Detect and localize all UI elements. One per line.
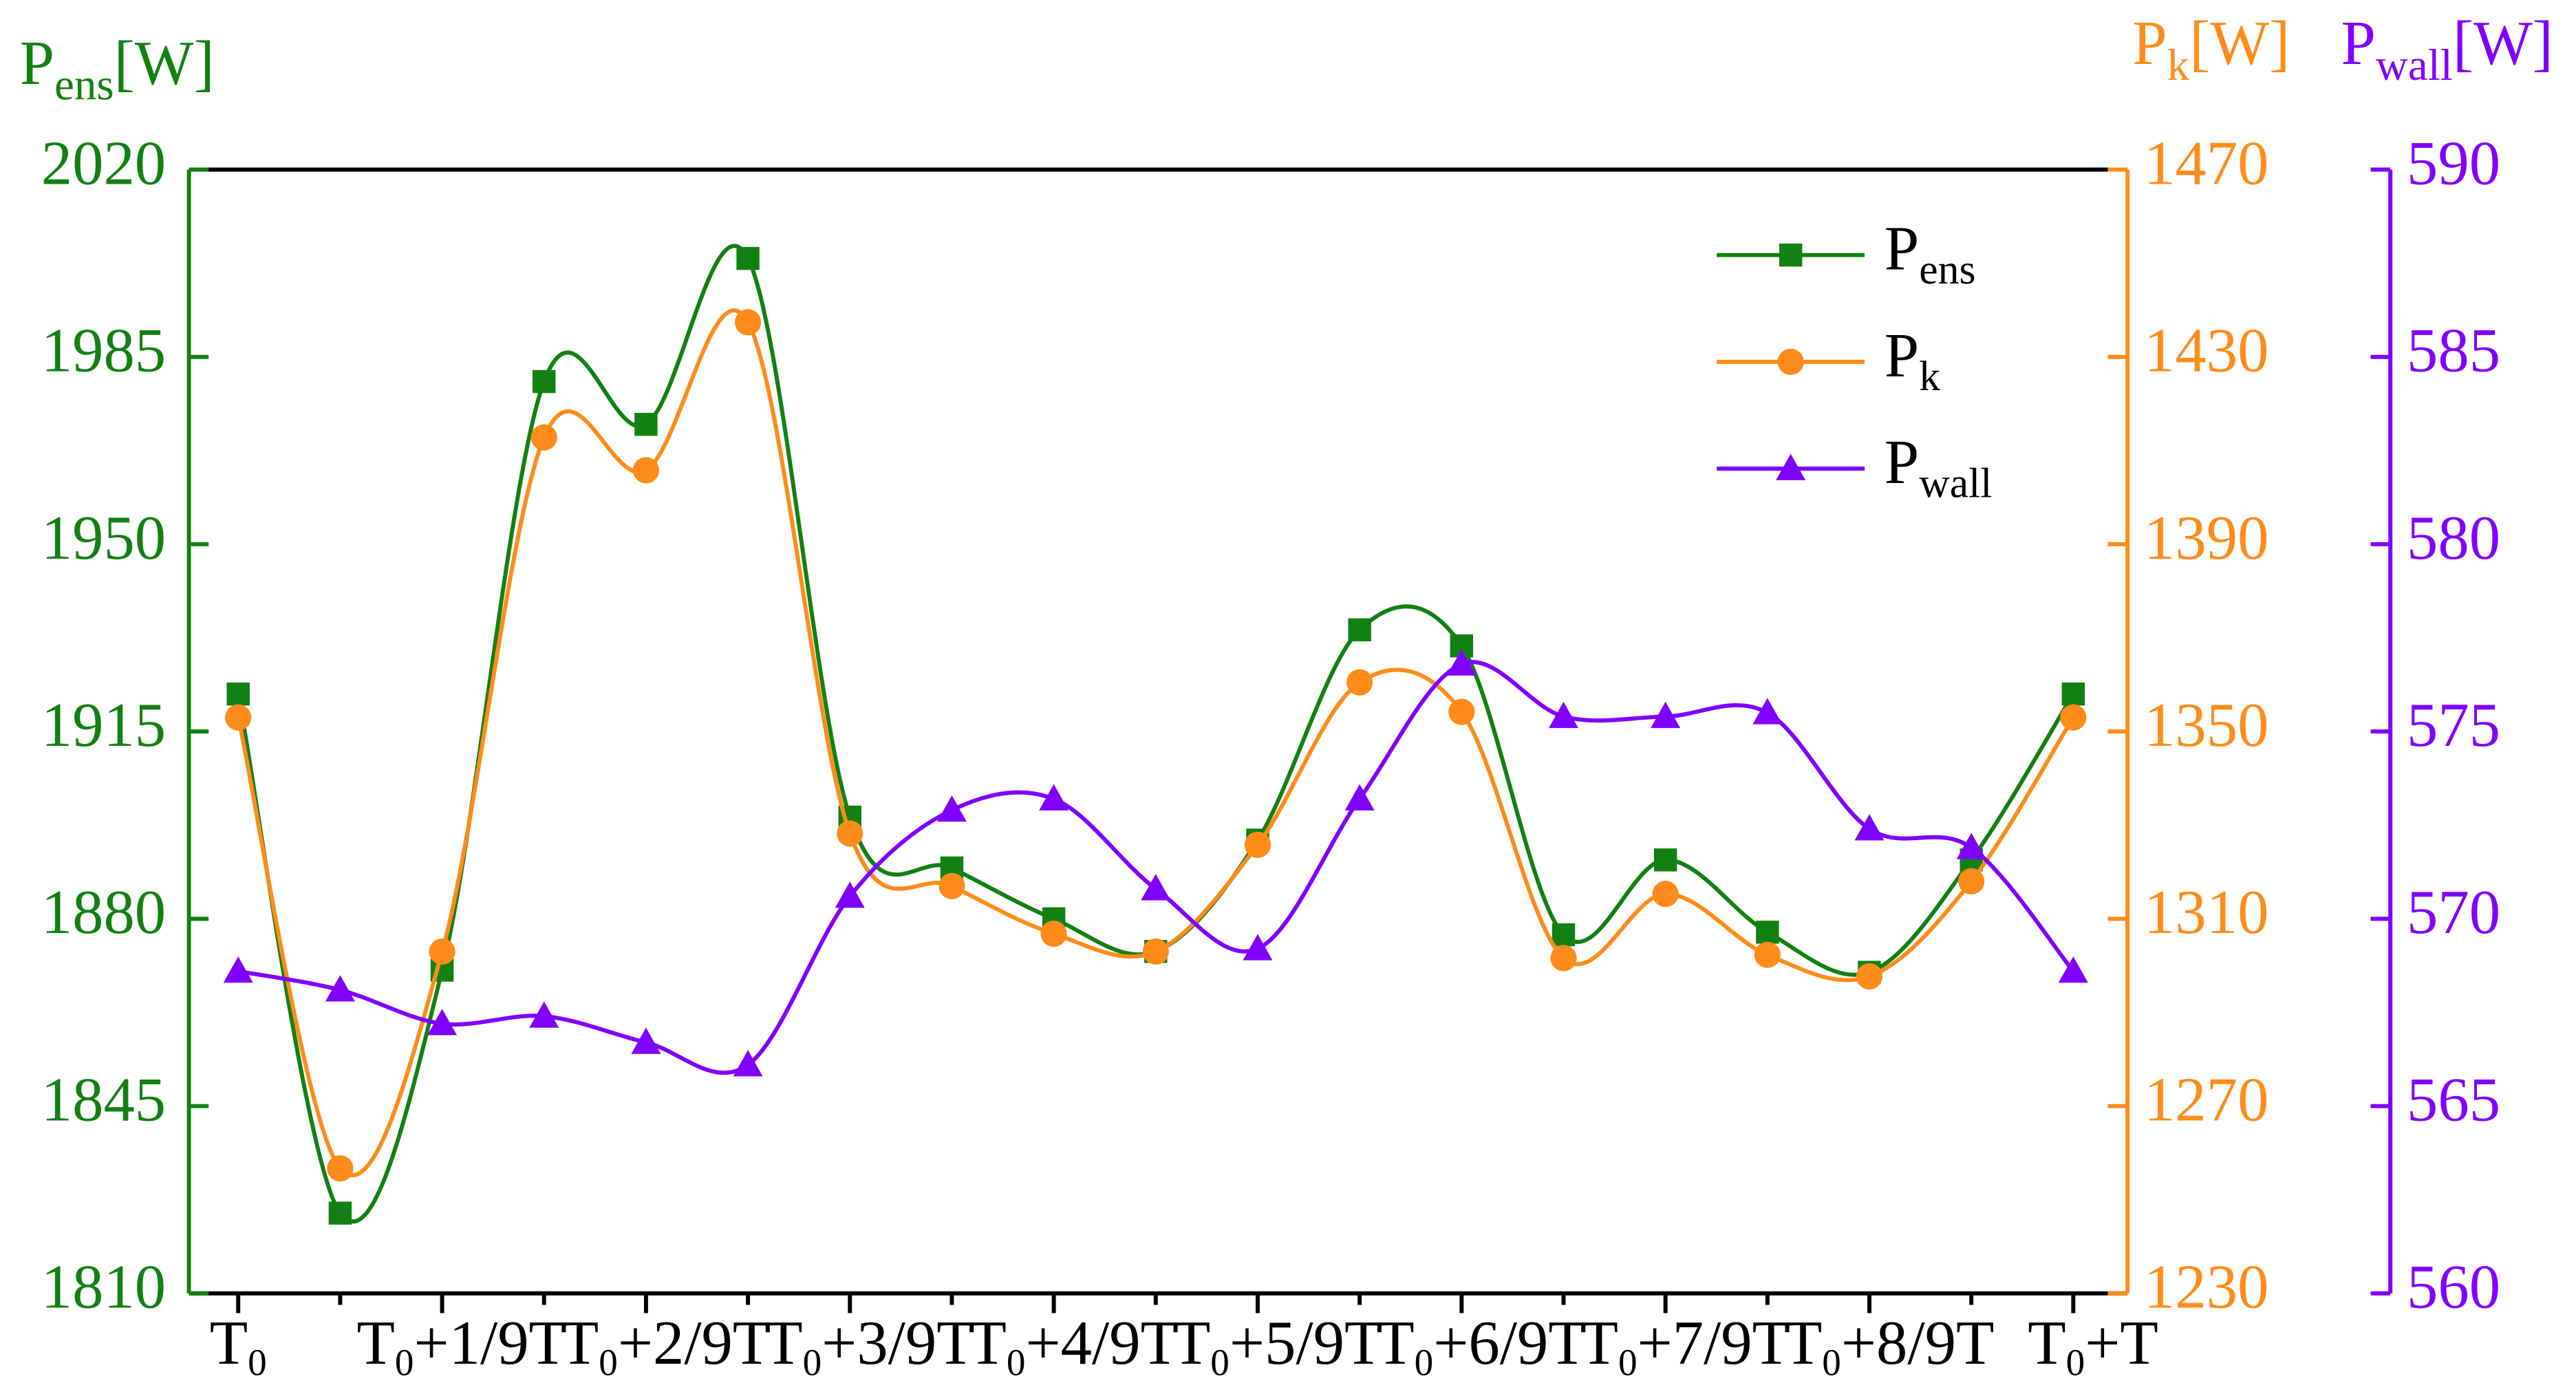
data-point bbox=[733, 1050, 763, 1077]
legend-label: Pk bbox=[1885, 321, 1940, 400]
data-point bbox=[223, 956, 253, 983]
data-point bbox=[328, 1201, 352, 1225]
data-point bbox=[1548, 701, 1578, 729]
x-tick-label: T0 bbox=[210, 1308, 267, 1383]
data-point bbox=[938, 872, 965, 899]
data-point bbox=[1653, 848, 1677, 872]
y3-tick-label: 565 bbox=[2407, 1064, 2500, 1134]
data-point bbox=[1346, 669, 1373, 696]
data-point bbox=[2058, 956, 2088, 983]
data-point bbox=[1244, 831, 1271, 858]
data-point bbox=[1958, 868, 1985, 895]
y2-axis-title: Pk[W] bbox=[2132, 8, 2290, 90]
data-point bbox=[1752, 698, 1783, 725]
y2-tick-label: 1230 bbox=[2144, 1252, 2268, 1322]
y-axis-title: Pens[W] bbox=[20, 28, 215, 110]
data-point bbox=[1652, 881, 1679, 908]
data-point bbox=[1754, 941, 1781, 968]
data-point bbox=[736, 246, 760, 270]
x-tick-label: T0+6/9T bbox=[1376, 1308, 1587, 1383]
legend-marker bbox=[1776, 453, 1806, 480]
data-point bbox=[634, 413, 658, 436]
data-point bbox=[325, 975, 355, 1002]
data-point bbox=[837, 820, 863, 847]
y2-tick-label: 1390 bbox=[2144, 503, 2268, 572]
data-point bbox=[835, 881, 865, 908]
data-point bbox=[1756, 921, 1779, 944]
y3-axis-title: Pwall[W] bbox=[2341, 8, 2553, 90]
data-point bbox=[1854, 814, 1885, 841]
data-point bbox=[1040, 921, 1067, 947]
series-line bbox=[236, 308, 2075, 1177]
data-point bbox=[327, 1155, 354, 1182]
data-point bbox=[1651, 701, 1681, 729]
y2-tick-label: 1310 bbox=[2144, 877, 2268, 947]
data-point bbox=[429, 938, 455, 965]
x-tick-label: T0+8/9T bbox=[1784, 1308, 1995, 1383]
y2-tick-label: 1470 bbox=[2144, 128, 2268, 197]
y-tick-label: 1950 bbox=[41, 503, 166, 572]
x-tick-label: T0+2/9T bbox=[561, 1308, 771, 1383]
y-tick-label: 1845 bbox=[41, 1064, 166, 1134]
legend-label: Pwall bbox=[1885, 427, 1993, 507]
data-point bbox=[936, 795, 967, 822]
data-point bbox=[632, 457, 660, 484]
data-point bbox=[734, 309, 762, 336]
data-point bbox=[1344, 784, 1375, 811]
data-point bbox=[1856, 963, 1883, 990]
y-tick-label: 1880 bbox=[41, 877, 166, 947]
data-point bbox=[1348, 618, 1371, 642]
data-point bbox=[1446, 649, 1477, 676]
x-tick-label: T0+3/9T bbox=[764, 1308, 975, 1383]
data-point bbox=[2060, 704, 2087, 731]
y-tick-label: 2020 bbox=[41, 128, 166, 197]
data-point bbox=[1141, 874, 1171, 901]
x-tick-label: T0+7/9T bbox=[1580, 1308, 1791, 1383]
data-point bbox=[530, 424, 557, 451]
y3-tick-label: 585 bbox=[2407, 316, 2500, 385]
y2-tick-label: 1350 bbox=[2144, 690, 2268, 760]
data-point bbox=[529, 1001, 559, 1028]
y3-tick-label: 590 bbox=[2407, 128, 2500, 197]
data-point bbox=[225, 704, 252, 731]
data-point bbox=[1552, 923, 1576, 947]
data-point bbox=[1243, 934, 1273, 961]
data-point bbox=[226, 682, 250, 706]
y3-tick-label: 560 bbox=[2407, 1252, 2500, 1322]
data-point bbox=[631, 1027, 661, 1054]
y-tick-label: 1915 bbox=[41, 690, 166, 760]
legend-marker bbox=[1777, 348, 1804, 375]
x-tick-label: T0+1/9T bbox=[356, 1308, 567, 1383]
x-tick-label: T0+T bbox=[2028, 1308, 2158, 1383]
y2-tick-label: 1430 bbox=[2144, 316, 2268, 385]
data-point bbox=[427, 1009, 458, 1036]
data-point bbox=[533, 369, 556, 394]
data-point bbox=[1039, 784, 1069, 811]
data-point bbox=[1550, 945, 1577, 972]
y3-tick-label: 570 bbox=[2407, 877, 2500, 947]
legend-label: Pens bbox=[1885, 214, 1976, 294]
series-line bbox=[237, 660, 2075, 1075]
y3-tick-label: 580 bbox=[2407, 503, 2500, 572]
series-line bbox=[236, 244, 2075, 1224]
data-point bbox=[1956, 833, 1986, 859]
y-tick-label: 1985 bbox=[41, 316, 166, 385]
data-point bbox=[1142, 938, 1169, 965]
y-tick-label: 1810 bbox=[41, 1252, 166, 1322]
x-tick-label: T0+5/9T bbox=[1172, 1308, 1383, 1383]
legend-marker bbox=[1779, 243, 1803, 267]
x-tick-label: T0+4/9T bbox=[968, 1308, 1179, 1383]
data-point bbox=[1448, 698, 1475, 725]
y2-tick-label: 1270 bbox=[2144, 1064, 2268, 1134]
y3-tick-label: 575 bbox=[2407, 690, 2500, 760]
data-point bbox=[2061, 682, 2085, 706]
